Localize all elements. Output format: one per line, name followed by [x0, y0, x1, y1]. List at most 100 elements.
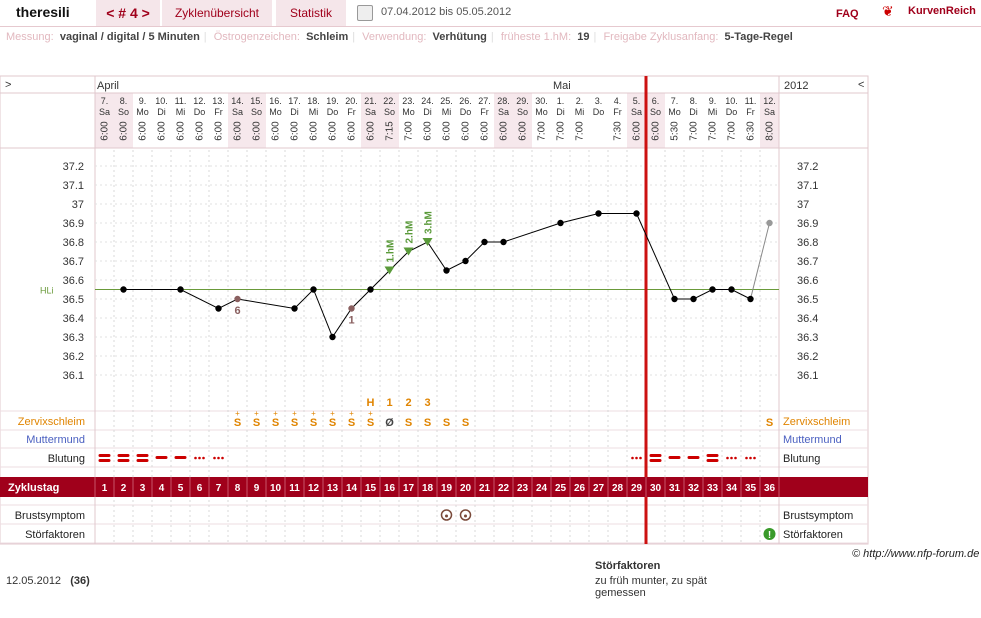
cycle-day-number: 27 — [593, 483, 605, 494]
nav-left-arrow[interactable]: > — [5, 79, 11, 91]
footer-cycle-length: (36) — [70, 575, 90, 587]
mucus-plus: + — [330, 409, 335, 418]
time-label: 6:00 — [290, 121, 301, 141]
time-label: 8:00 — [765, 121, 776, 141]
date-label: 27. — [478, 96, 491, 106]
tab-statistics[interactable]: Statistik — [276, 0, 346, 26]
time-label: 6:00 — [195, 121, 206, 141]
mucus-plus: + — [292, 409, 297, 418]
y-tick-right: 36.9 — [797, 218, 818, 230]
y-tick-right: 36.7 — [797, 256, 818, 268]
time-label: 6:00 — [214, 121, 225, 141]
date-label: 12. — [193, 96, 206, 106]
weekday-label: Sa — [764, 107, 775, 117]
y-tick-left: 36.1 — [63, 370, 84, 382]
bleeding-heavy-icon — [649, 459, 662, 462]
cycle-day-number: 14 — [346, 483, 358, 494]
y-tick-left: 36.2 — [63, 351, 84, 363]
heart-logo-icon[interactable]: ❦ — [882, 3, 894, 19]
y-tick-left: 37.1 — [63, 180, 84, 192]
date-label: 21. — [364, 96, 377, 106]
weekday-label: Sa — [99, 107, 110, 117]
time-label: 6:00 — [119, 121, 130, 141]
disturbance-text: zu früh munter, zu spät gemessen — [595, 575, 707, 599]
count-label: 6 — [234, 305, 240, 317]
row-label-cervix: Muttermund — [26, 434, 85, 446]
cycle-navigator[interactable]: < # 4 > — [96, 0, 160, 26]
date-label: 1. — [557, 96, 565, 106]
cycle-day-number: 10 — [270, 483, 282, 494]
mucus-value: S — [253, 417, 260, 429]
peak-count-label: 1 — [386, 397, 392, 409]
cycle-day-number: 8 — [235, 483, 241, 494]
faq-link[interactable]: FAQ — [836, 8, 859, 20]
weekday-label: So — [384, 107, 395, 117]
weekend-shade — [114, 93, 133, 148]
weekday-label: Mi — [176, 107, 186, 117]
meta-key: Östrogenzeichen: — [213, 31, 300, 43]
meta-value: 5-Tage-Regel — [724, 31, 793, 43]
row-label-right-cervix: Muttermund — [783, 434, 842, 446]
tab-cycle-overview[interactable]: Zyklenübersicht — [162, 0, 272, 26]
chart-frame — [0, 75, 869, 545]
weekday-label: Mo — [535, 107, 548, 117]
date-label: 16. — [269, 96, 282, 106]
disturbance-title: Störfaktoren — [595, 560, 661, 572]
temperature-point — [120, 286, 127, 293]
cycle-day-number: 13 — [327, 483, 339, 494]
bleeding-normal-icon — [687, 456, 700, 459]
peak-count-label: 3 — [424, 397, 430, 409]
mucus-value: S — [234, 417, 241, 429]
y-tick-right: 36.3 — [797, 332, 818, 344]
weekday-label: Sa — [498, 107, 509, 117]
time-label: 6:30 — [746, 121, 757, 141]
row-label-right-breast: Brustsymptom — [783, 510, 853, 522]
time-label: 5:30 — [670, 121, 681, 141]
weekday-label: Mo — [402, 107, 415, 117]
printer-icon[interactable] — [357, 5, 373, 21]
y-tick-right: 37 — [797, 199, 809, 211]
date-label: 20. — [345, 96, 358, 106]
high-measurement-label: 3.hM — [424, 211, 435, 234]
bleeding-heavy-icon — [117, 459, 130, 462]
high-measurement-label: 1.hM — [386, 240, 397, 263]
cycle-day-number: 1 — [102, 483, 108, 494]
month-label: April — [97, 80, 119, 92]
y-tick-right: 36.8 — [797, 237, 818, 249]
cycle-day-number: 5 — [178, 483, 184, 494]
breast-symptom-icon — [459, 509, 472, 521]
exclamation-icon-glyph: ! — [768, 530, 771, 541]
weekday-label: Sa — [631, 107, 642, 117]
weekend-shade — [646, 93, 665, 148]
high-measurement-marker — [403, 247, 414, 256]
temperature-point — [177, 286, 184, 293]
bleeding-spot-icon — [749, 456, 752, 460]
row-label-right-blood: Blutung — [783, 453, 820, 465]
weekday-label: Fr — [214, 107, 223, 117]
date-label: 7. — [101, 96, 109, 106]
meta-key: Messung: — [6, 31, 54, 43]
weekday-label: Do — [726, 107, 738, 117]
high-measurement-label: 2.hM — [405, 221, 416, 244]
date-label: 30. — [535, 96, 548, 106]
cycle-day-number: 18 — [422, 483, 434, 494]
temperature-point — [633, 210, 640, 217]
temperature-point — [291, 305, 298, 312]
weekend-shade — [228, 93, 247, 148]
cycle-day-number: 22 — [498, 483, 510, 494]
bleeding-heavy-icon — [136, 459, 149, 462]
weekday-label: Mo — [136, 107, 149, 117]
temperature-point — [595, 210, 602, 217]
bleeding-heavy-icon — [706, 459, 719, 462]
mucus-value: S — [367, 417, 374, 429]
nav-right-arrow[interactable]: < — [858, 79, 864, 91]
y-tick-right: 37.2 — [797, 161, 818, 173]
bleeding-spot-icon — [217, 456, 220, 460]
time-label: 7:30 — [613, 121, 624, 141]
bleeding-heavy-icon — [98, 459, 111, 462]
logo-text[interactable]: KurvenReich — [908, 5, 976, 17]
mucus-value: S — [272, 417, 279, 429]
footer-date-value: 12.05.2012 — [6, 575, 62, 587]
time-label: 6:00 — [423, 121, 434, 141]
